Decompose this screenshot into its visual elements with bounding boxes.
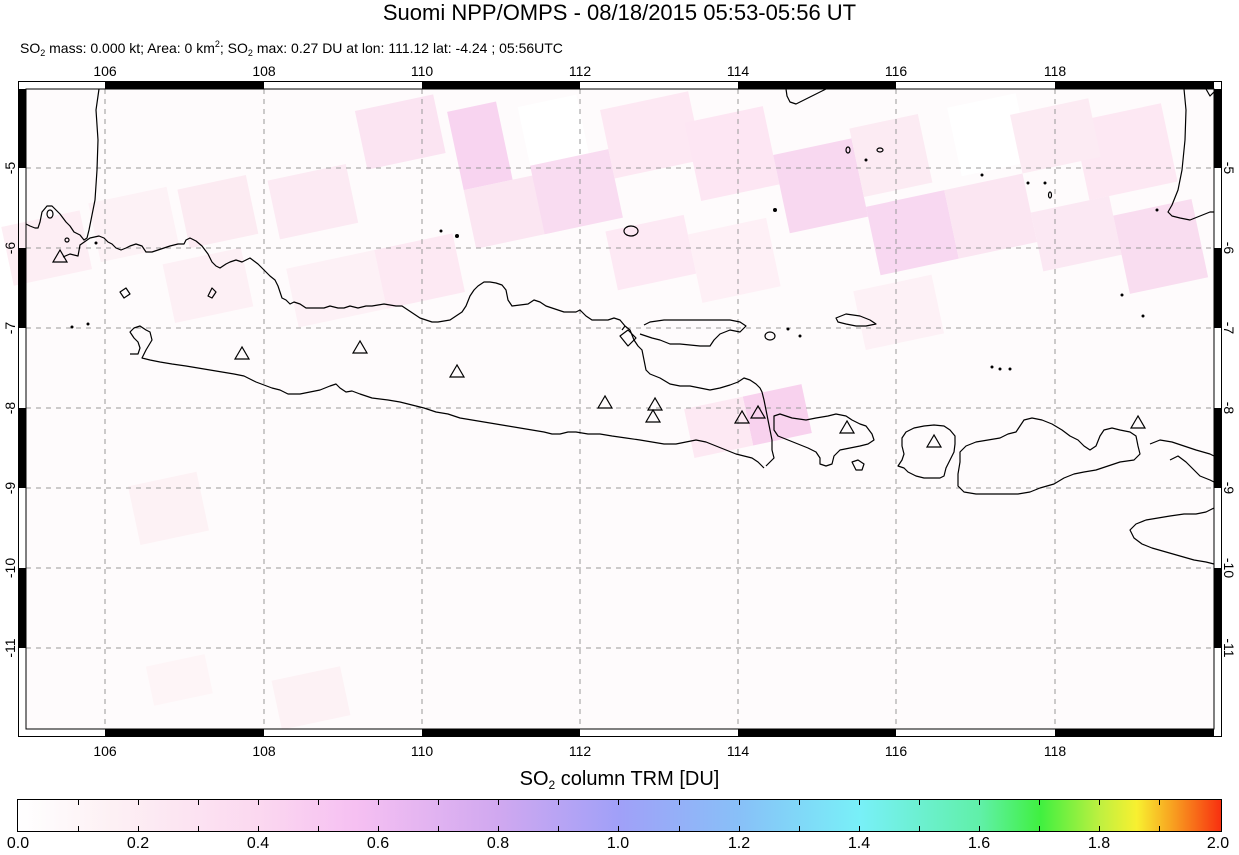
triangle-icon bbox=[448, 363, 466, 378]
area-superscript: 2 bbox=[214, 39, 220, 49]
colorbar-label: 1.6 bbox=[967, 835, 991, 852]
so2-label: SO bbox=[20, 40, 41, 56]
triangle-icon bbox=[925, 433, 943, 448]
colorbar-label: 0.4 bbox=[246, 835, 270, 852]
lon-tick-top: 110 bbox=[410, 63, 434, 79]
lat-tick-left: -9 bbox=[2, 481, 18, 495]
lat-tick-left: -5 bbox=[2, 161, 18, 175]
lon-tick-top: 106 bbox=[93, 63, 117, 79]
colorbar-title: SO2 column TRM [DU] bbox=[0, 767, 1239, 797]
triangle-icon bbox=[596, 394, 614, 409]
lat-tick-right: -11 bbox=[1221, 638, 1237, 658]
triangle-icon bbox=[733, 409, 751, 424]
colorbar-label: 2.0 bbox=[1206, 835, 1230, 852]
lon-tick-top: 114 bbox=[726, 63, 750, 79]
lon-tick-top: 108 bbox=[252, 63, 276, 79]
map-title: Suomi NPP/OMPS - 08/18/2015 05:53-05:56 … bbox=[382, 0, 857, 25]
lat-tick-left: -10 bbox=[2, 557, 18, 579]
triangle-icon bbox=[838, 419, 856, 434]
colorbar-label: 0.0 bbox=[6, 835, 30, 852]
triangle-icon bbox=[646, 396, 664, 411]
lon-tick-bottom: 116 bbox=[884, 743, 908, 759]
so2-subscript: 2 bbox=[40, 48, 46, 58]
colorbar-title-sub: 2 bbox=[548, 778, 556, 792]
lat-tick-left: -6 bbox=[2, 241, 18, 255]
lat-tick-left: -11 bbox=[2, 638, 18, 658]
map-plot bbox=[1, 81, 1222, 737]
lat-tick-right: -9 bbox=[1221, 481, 1237, 495]
lon-tick-top: 116 bbox=[884, 63, 908, 79]
so2-summary: SO2 mass: 0.000 kt; Area: 0 km2; SO2 max… bbox=[20, 35, 563, 62]
triangle-icon bbox=[644, 408, 662, 423]
lat-tick-right: -7 bbox=[1221, 321, 1237, 335]
colorbar-label: 0.2 bbox=[126, 835, 150, 852]
volcano-markers bbox=[51, 248, 1147, 448]
lon-tick-bottom: 106 bbox=[93, 743, 117, 759]
lon-tick-bottom: 110 bbox=[410, 743, 434, 759]
map-frame bbox=[18, 81, 1222, 737]
triangle-icon bbox=[749, 404, 767, 419]
colorbar-title-so: SO bbox=[519, 768, 549, 790]
lat-tick-left: -8 bbox=[2, 401, 18, 415]
triangle-icon bbox=[233, 345, 251, 360]
colorbar-label: 1.2 bbox=[727, 835, 751, 852]
colorbar-label: 1.8 bbox=[1087, 835, 1111, 852]
coastlines bbox=[25, 88, 1215, 565]
lat-tick-left: -7 bbox=[2, 321, 18, 335]
lat-tick-right: -5 bbox=[1221, 161, 1237, 175]
lon-tick-top: 112 bbox=[568, 63, 592, 79]
so2-max-text: max: 0.27 DU at lon: 111.12 lat: -4.24 ;… bbox=[252, 40, 563, 56]
graticule bbox=[26, 89, 1214, 729]
colorbar bbox=[17, 799, 1222, 832]
small-islets bbox=[70, 158, 1159, 371]
lat-tick-right: -8 bbox=[1221, 401, 1237, 415]
so2-max-subscript: 2 bbox=[247, 48, 253, 58]
colorbar-label: 1.0 bbox=[606, 835, 630, 852]
lat-tick-right: -10 bbox=[1221, 557, 1237, 579]
mass-area-text: mass: 0.000 kt; Area: 0 km bbox=[45, 40, 215, 56]
triangle-icon bbox=[351, 339, 369, 354]
lon-tick-bottom: 118 bbox=[1043, 743, 1067, 759]
triangle-icon bbox=[1129, 414, 1147, 429]
colorbar-label: 0.8 bbox=[486, 835, 510, 852]
colorbar-label: 1.4 bbox=[847, 835, 871, 852]
lon-tick-top: 118 bbox=[1043, 63, 1067, 79]
lon-tick-bottom: 108 bbox=[252, 743, 276, 759]
lat-tick-right: -6 bbox=[1221, 241, 1237, 255]
lon-tick-bottom: 112 bbox=[568, 743, 592, 759]
colorbar-label: 0.6 bbox=[366, 835, 390, 852]
colorbar-title-text: column TRM [DU] bbox=[555, 768, 720, 790]
triangle-icon bbox=[51, 248, 69, 263]
lon-tick-bottom: 114 bbox=[726, 743, 750, 759]
so2-max-label: ; SO bbox=[219, 40, 248, 56]
